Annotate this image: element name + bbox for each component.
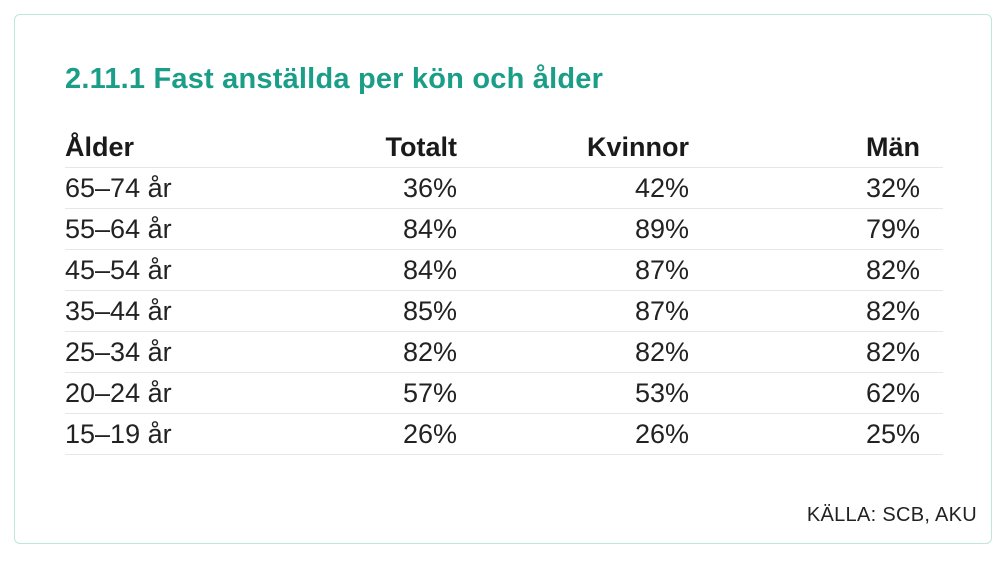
table-row: 55–64 år 84% 89% 79%	[65, 208, 943, 250]
row-end-spacer	[920, 208, 943, 250]
row-end-spacer	[920, 249, 943, 291]
cell-women: 87%	[457, 249, 689, 291]
column-header-age: Ålder	[65, 127, 225, 168]
cell-age: 20–24 år	[65, 372, 225, 414]
row-end-spacer	[920, 167, 943, 209]
cell-men: 79%	[689, 208, 920, 250]
cell-women: 26%	[457, 413, 689, 455]
cell-women: 87%	[457, 290, 689, 332]
header-row: Ålder Totalt Kvinnor Män	[65, 127, 943, 168]
row-end-spacer	[920, 127, 943, 168]
cell-men: 82%	[689, 331, 920, 373]
table-row: 65–74 år 36% 42% 32%	[65, 167, 943, 209]
table-row: 25–34 år 82% 82% 82%	[65, 331, 943, 373]
column-header-total: Totalt	[225, 127, 457, 168]
row-end-spacer	[920, 413, 943, 455]
cell-women: 89%	[457, 208, 689, 250]
table-title: 2.11.1 Fast anställda per kön och ålder	[65, 63, 604, 95]
row-end-spacer	[920, 290, 943, 332]
cell-women: 82%	[457, 331, 689, 373]
source-note: KÄLLA: SCB, AKU	[806, 504, 977, 526]
table-card: 2.11.1 Fast anställda per kön och ålder …	[14, 14, 992, 544]
column-header-women: Kvinnor	[457, 127, 689, 168]
cell-age: 25–34 år	[65, 331, 225, 373]
cell-women: 42%	[457, 167, 689, 209]
cell-age: 45–54 år	[65, 249, 225, 291]
cell-men: 82%	[689, 290, 920, 332]
cell-total: 82%	[225, 331, 457, 373]
cell-age: 15–19 år	[65, 413, 225, 455]
cell-women: 53%	[457, 372, 689, 414]
data-table: Ålder Totalt Kvinnor Män 65–74 år 36% 42…	[65, 127, 943, 455]
cell-men: 32%	[689, 167, 920, 209]
table-row: 20–24 år 57% 53% 62%	[65, 372, 943, 414]
row-end-spacer	[920, 372, 943, 414]
table-row: 15–19 år 26% 26% 25%	[65, 413, 943, 455]
cell-total: 36%	[225, 167, 457, 209]
cell-total: 84%	[225, 249, 457, 291]
cell-men: 25%	[689, 413, 920, 455]
cell-men: 62%	[689, 372, 920, 414]
table-row: 45–54 år 84% 87% 82%	[65, 249, 943, 291]
cell-age: 65–74 år	[65, 167, 225, 209]
table-row: 35–44 år 85% 87% 82%	[65, 290, 943, 332]
column-header-men: Män	[689, 127, 920, 168]
cell-total: 85%	[225, 290, 457, 332]
row-end-spacer	[920, 331, 943, 373]
cell-age: 35–44 år	[65, 290, 225, 332]
cell-total: 26%	[225, 413, 457, 455]
cell-total: 84%	[225, 208, 457, 250]
cell-men: 82%	[689, 249, 920, 291]
cell-total: 57%	[225, 372, 457, 414]
cell-age: 55–64 år	[65, 208, 225, 250]
